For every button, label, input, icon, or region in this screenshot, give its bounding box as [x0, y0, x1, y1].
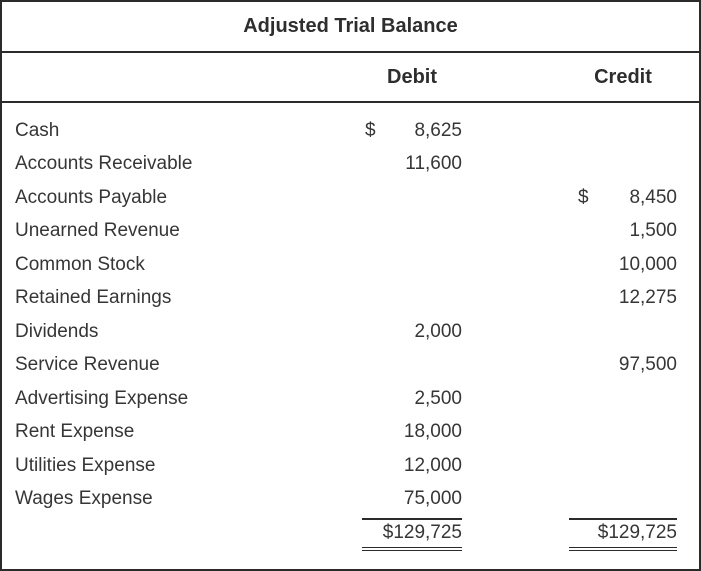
account-name: Rent Expense: [15, 421, 135, 443]
account-name: Utilities Expense: [15, 454, 156, 476]
table-title: Adjusted Trial Balance: [243, 15, 458, 37]
account-name: Unearned Revenue: [15, 220, 180, 242]
debit-amount: 2,500: [362, 388, 462, 410]
debit-total-value: $129,725: [382, 522, 462, 543]
credit-value: 8,450: [629, 186, 677, 208]
table-row-common-stock: Common Stock 10,000: [2, 248, 699, 282]
credit-column-header: Credit: [594, 65, 652, 88]
account-name: Advertising Expense: [15, 387, 189, 409]
table-body: Cash $ 8,625 Accounts Receivable 11,600: [2, 103, 699, 551]
account-name: Common Stock: [15, 253, 145, 275]
debit-amount: 2,000: [362, 321, 462, 343]
table-row-retained-earnings: Retained Earnings 12,275: [2, 282, 699, 316]
totals-row: $129,725 $129,725: [2, 518, 699, 551]
account-name: Accounts Payable: [15, 186, 168, 208]
table-row-unearned-revenue: Unearned Revenue 1,500: [2, 215, 699, 249]
debit-column-header: Debit: [387, 65, 437, 88]
account-name: Dividends: [15, 320, 99, 342]
table-row-dividends: Dividends 2,000: [2, 315, 699, 349]
dollar-sign: $: [578, 186, 589, 208]
credit-amount: 97,500: [569, 354, 677, 376]
debit-value: 11,600: [405, 153, 462, 175]
account-name: Accounts Receivable: [15, 153, 193, 175]
debit-value: 2,000: [414, 320, 462, 342]
debit-amount: $ 8,625: [362, 120, 462, 142]
column-header-row: Debit Credit: [2, 53, 699, 103]
debit-value: 2,500: [414, 387, 462, 409]
debit-amount: 11,600: [362, 153, 462, 175]
table-row-cash: Cash $ 8,625: [2, 114, 699, 148]
table-row-wages-expense: Wages Expense 75,000: [2, 483, 699, 517]
table-row-accounts-receivable: Accounts Receivable 11,600: [2, 148, 699, 182]
credit-total: $129,725: [569, 518, 677, 551]
credit-amount: 10,000: [569, 254, 677, 276]
credit-value: 1,500: [629, 220, 677, 242]
table-row-service-revenue: Service Revenue 97,500: [2, 349, 699, 383]
account-name: Service Revenue: [15, 354, 160, 376]
credit-amount: 12,275: [569, 287, 677, 309]
debit-amount: 18,000: [362, 421, 462, 443]
dollar-sign: $: [365, 119, 376, 141]
debit-value: 8,625: [414, 119, 462, 141]
credit-amount: 1,500: [569, 220, 677, 242]
debit-amount: 75,000: [362, 488, 462, 510]
table-row-utilities-expense: Utilities Expense 12,000: [2, 449, 699, 483]
account-name: Wages Expense: [15, 488, 153, 510]
debit-value: 12,000: [403, 454, 462, 476]
credit-total-value: $129,725: [597, 522, 677, 543]
table-row-advertising-expense: Advertising Expense 2,500: [2, 382, 699, 416]
credit-value: 97,500: [618, 354, 677, 376]
credit-value: 10,000: [618, 253, 677, 275]
debit-value: 75,000: [403, 488, 462, 510]
account-name: Retained Earnings: [15, 287, 172, 309]
credit-amount: $ 8,450: [569, 187, 677, 209]
credit-value: 12,275: [618, 287, 677, 309]
table-title-row: Adjusted Trial Balance: [2, 2, 699, 53]
debit-amount: 12,000: [362, 455, 462, 477]
account-name: Cash: [15, 119, 60, 141]
debit-total: $129,725: [362, 518, 462, 551]
debit-value: 18,000: [403, 421, 462, 443]
table-row-accounts-payable: Accounts Payable $ 8,450: [2, 181, 699, 215]
table-row-rent-expense: Rent Expense 18,000: [2, 416, 699, 450]
